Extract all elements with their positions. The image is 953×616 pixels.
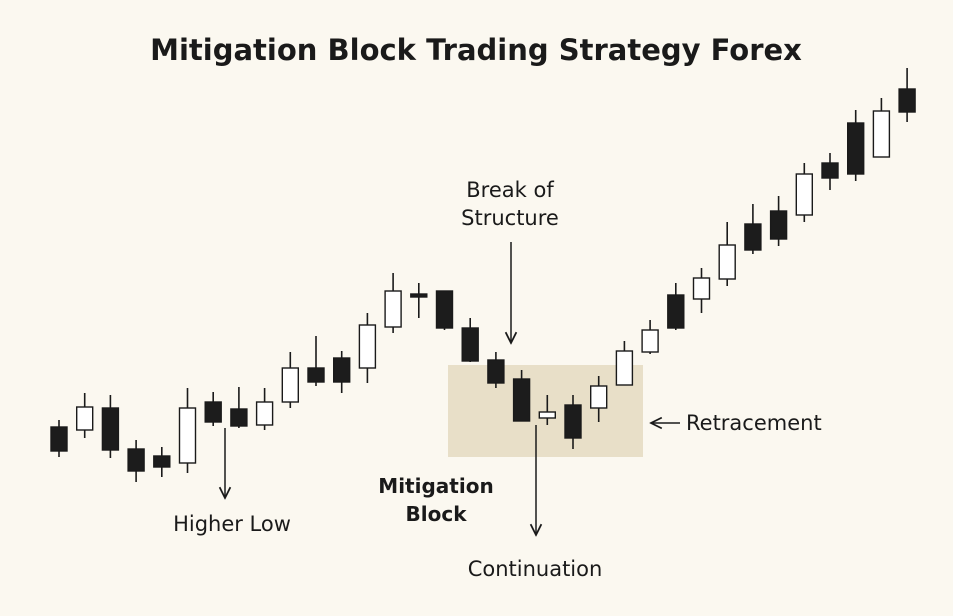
candle-body [101, 407, 120, 451]
chart-title: Mitigation Block Trading Strategy Forex [150, 33, 802, 67]
candle-body [641, 329, 659, 353]
candle-body [178, 407, 197, 464]
candle-body [615, 350, 634, 386]
candle-body [590, 385, 608, 409]
candle-body [872, 110, 891, 158]
candles [50, 68, 916, 482]
candle-body [744, 223, 762, 251]
candle-body [384, 290, 402, 328]
annotation: Continuation [468, 557, 603, 581]
candle-body [769, 210, 788, 240]
candle-body [538, 411, 556, 419]
annotation: Mitigation [378, 474, 493, 498]
candle-body [512, 378, 531, 422]
candle-body [333, 357, 351, 383]
candle-body [50, 426, 68, 452]
candle-body [718, 244, 736, 280]
candle-body [821, 162, 839, 179]
candle-body [847, 122, 865, 175]
annotation: Higher Low [173, 512, 291, 536]
candle-body [435, 290, 454, 329]
candle-body [307, 367, 325, 383]
candle-body [692, 277, 711, 300]
annotations: Break of Structure Retracement Higher Low Mi… [173, 178, 822, 581]
candle-body [153, 455, 171, 468]
candle-body [281, 367, 299, 403]
candle-body [461, 327, 479, 362]
candle-body [127, 448, 145, 472]
candle-body [564, 404, 582, 439]
candle-body [204, 401, 222, 423]
candle-body [410, 293, 428, 298]
annotation: Break of [466, 178, 554, 202]
candle-body [230, 408, 248, 427]
candle-body [667, 294, 685, 329]
candle-body [75, 406, 94, 431]
candle-body [898, 88, 916, 113]
candle-body [255, 401, 274, 426]
annotation: Retracement [686, 411, 822, 435]
annotation: Structure [461, 206, 559, 230]
candle-body [795, 173, 813, 216]
candle-body [487, 359, 505, 384]
annotation: Block [406, 502, 468, 526]
mitigation-zone [448, 365, 643, 457]
candle-body [358, 324, 377, 369]
